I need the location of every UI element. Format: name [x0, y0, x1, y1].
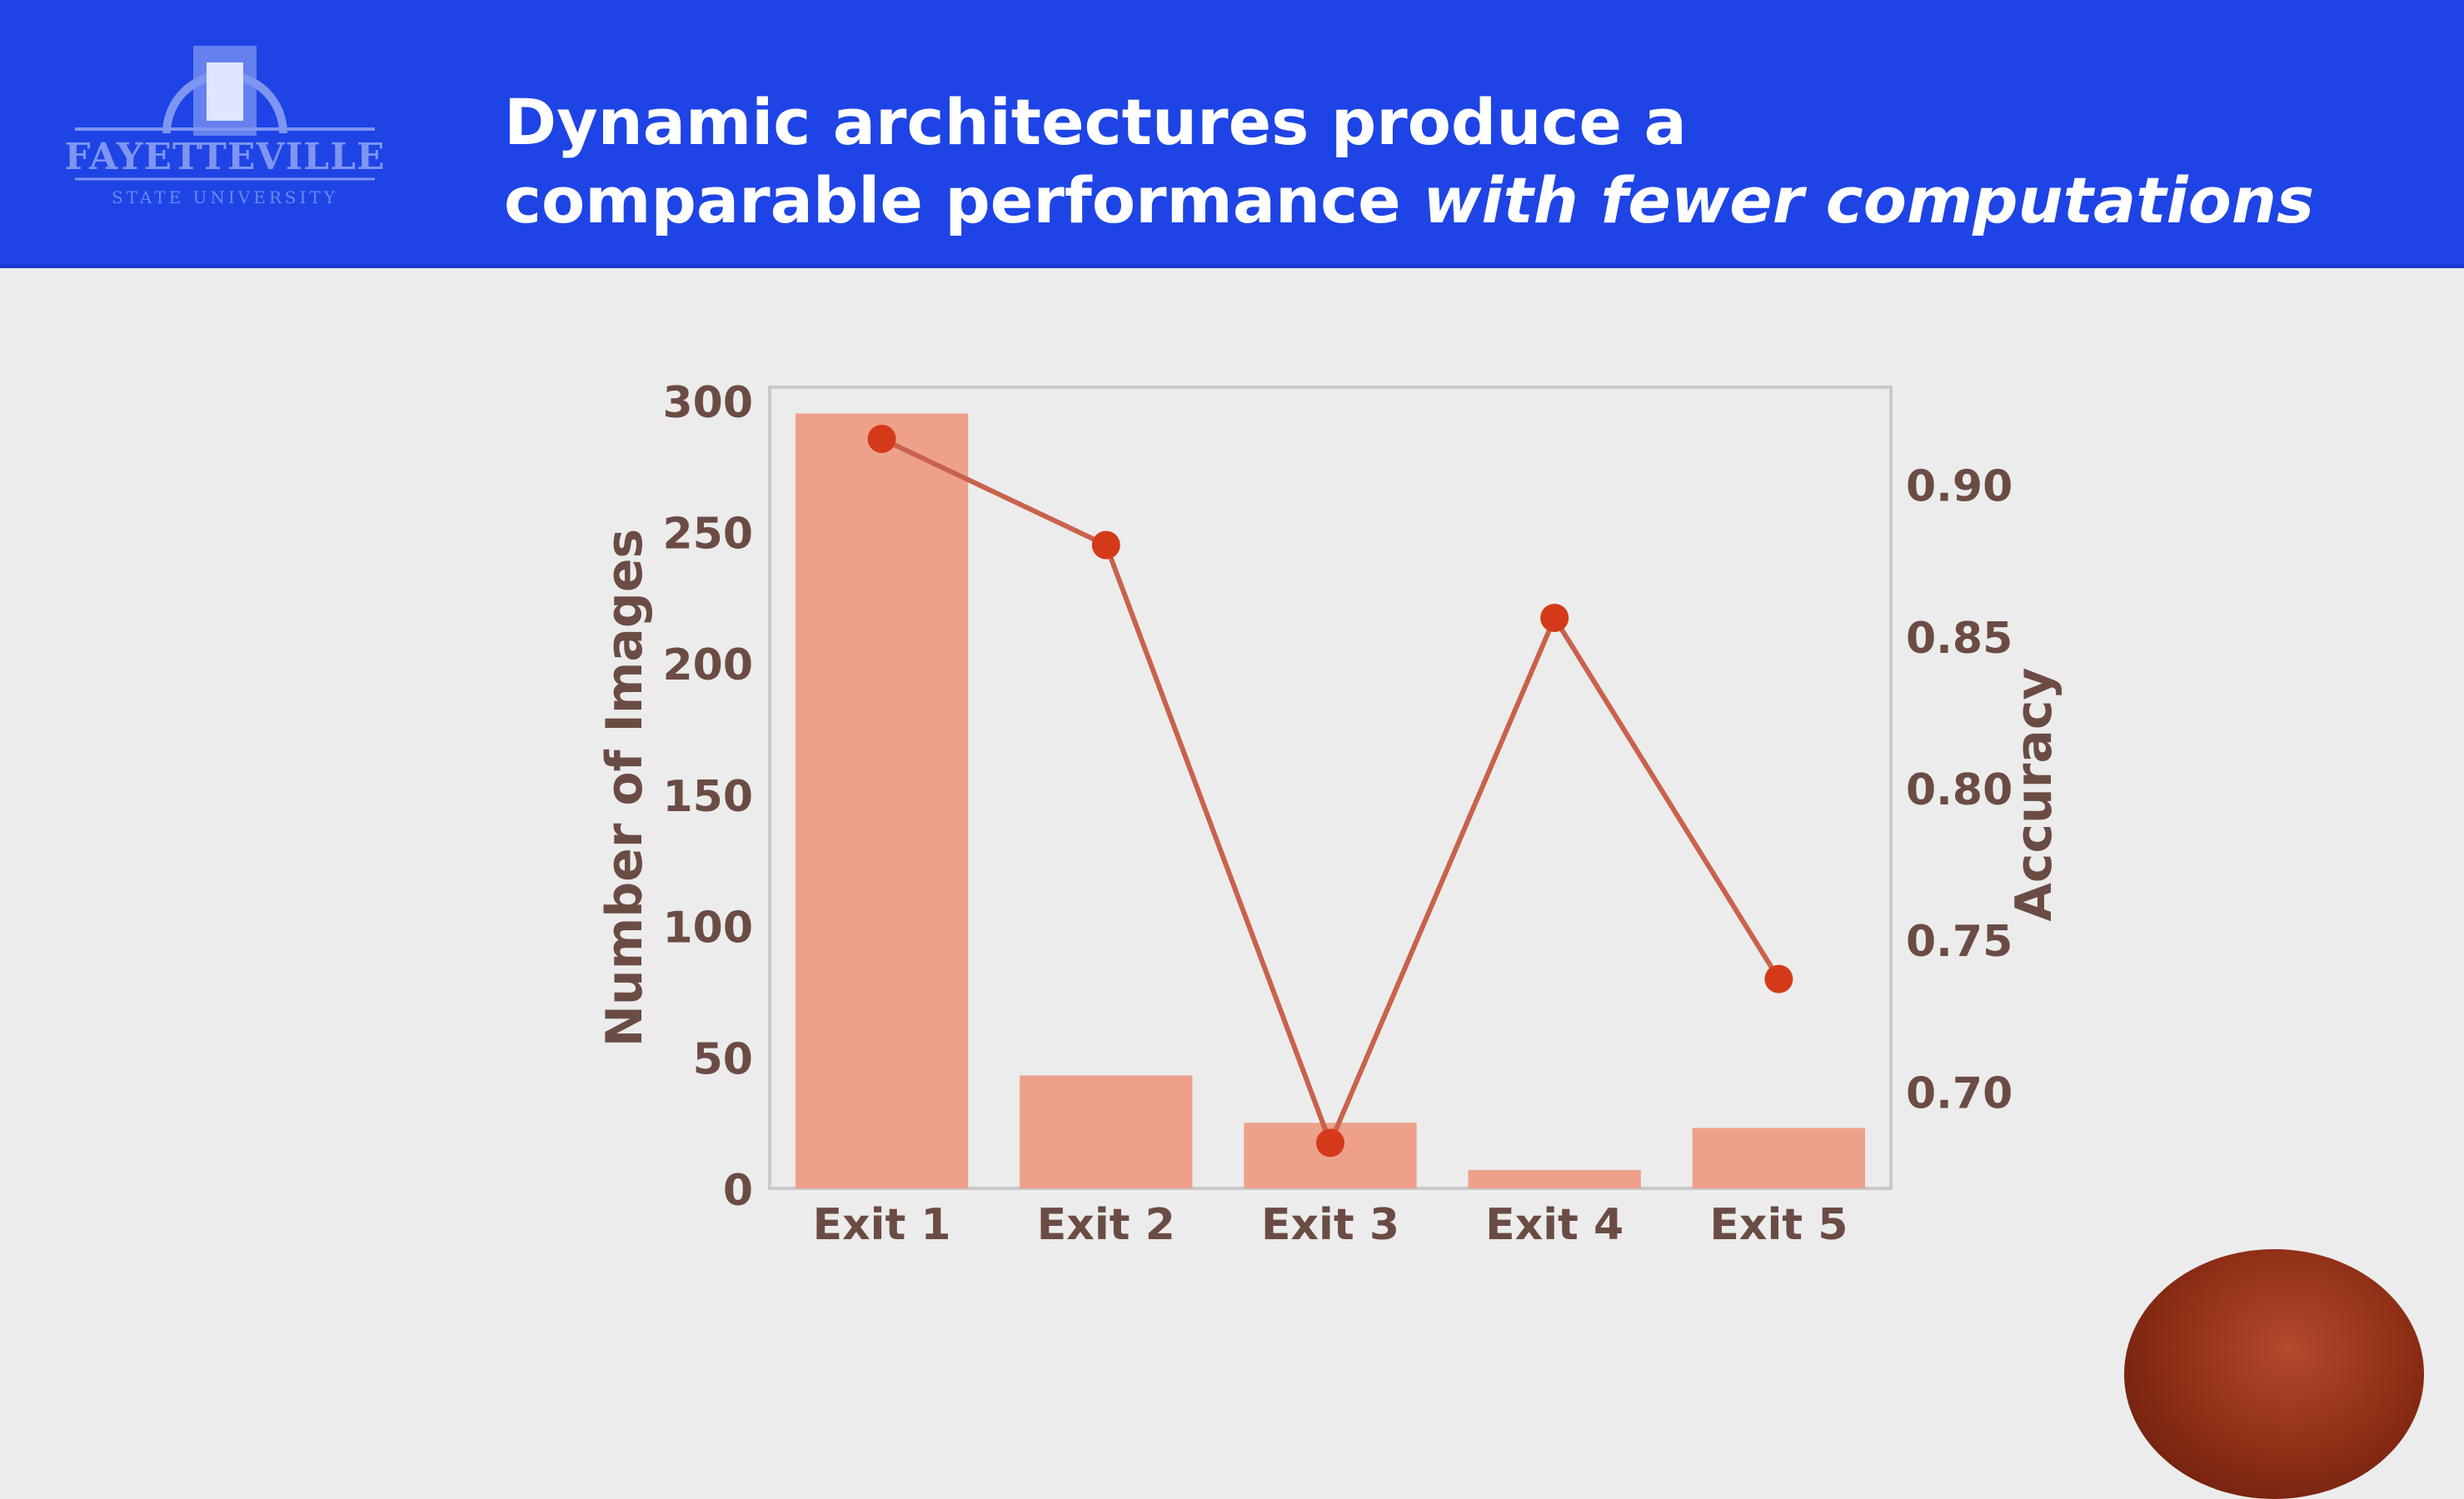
- logo-subtext: STATE UNIVERSITY: [111, 187, 339, 207]
- slide-title: Dynamic architectures produce a comparab…: [504, 83, 2420, 240]
- university-seal-icon: [75, 46, 375, 181]
- title-line-1: Dynamic architectures produce a: [504, 85, 1687, 159]
- y2-tick-1: 0.75: [1906, 917, 2013, 967]
- bar-4: [1468, 1169, 1641, 1188]
- logo-wordmark: FAYETTEVILLE: [64, 136, 386, 178]
- accuracy-point-2: [1091, 530, 1120, 560]
- y-tick-2: 100: [662, 904, 753, 954]
- x-tick-3: Exit 3: [1261, 1200, 1399, 1250]
- accuracy-point-5: [1764, 964, 1793, 994]
- y-tick-4: 200: [662, 640, 753, 690]
- bar-5: [1692, 1128, 1866, 1188]
- y-tick-0: 0: [723, 1166, 753, 1216]
- x-tick-2: Exit 2: [1037, 1200, 1175, 1250]
- accuracy-line: [880, 436, 1781, 1150]
- y2-tick-2: 0.80: [1906, 765, 2013, 815]
- university-logo: FAYETTEVILLE STATE UNIVERSITY: [58, 29, 392, 229]
- title-line-2-plain: comparable performance: [504, 163, 1424, 237]
- x-tick-4: Exit 4: [1485, 1200, 1624, 1250]
- y-tick-6: 300: [662, 378, 753, 428]
- bar-2: [1020, 1075, 1193, 1188]
- accuracy-point-4: [1540, 603, 1569, 632]
- y2-tick-3: 0.85: [1906, 614, 2013, 664]
- accuracy-point-1: [867, 424, 896, 453]
- title-line-2: comparable performance with fewer comput…: [504, 162, 2420, 240]
- presenter-head: [2124, 1249, 2424, 1499]
- accuracy-point-3: [1316, 1128, 1344, 1158]
- x-tick-5: Exit 5: [1709, 1200, 1848, 1250]
- slide-header: FAYETTEVILLE STATE UNIVERSITY Dynamic ar…: [0, 0, 2464, 268]
- title-line-2-italic: with fewer computations: [1423, 163, 2315, 237]
- y2-axis-label: Accuracy: [2005, 667, 2063, 921]
- x-tick-1: Exit 1: [813, 1200, 951, 1250]
- y-tick-5: 250: [662, 509, 753, 559]
- y-axis-label: Number of Images: [596, 529, 654, 1047]
- bar-1: [795, 413, 969, 1188]
- y-tick-3: 150: [662, 772, 753, 822]
- y2-tick-4: 0.90: [1906, 462, 2013, 512]
- y-tick-1: 50: [693, 1034, 753, 1084]
- y2-tick-0: 0.70: [1906, 1068, 2013, 1118]
